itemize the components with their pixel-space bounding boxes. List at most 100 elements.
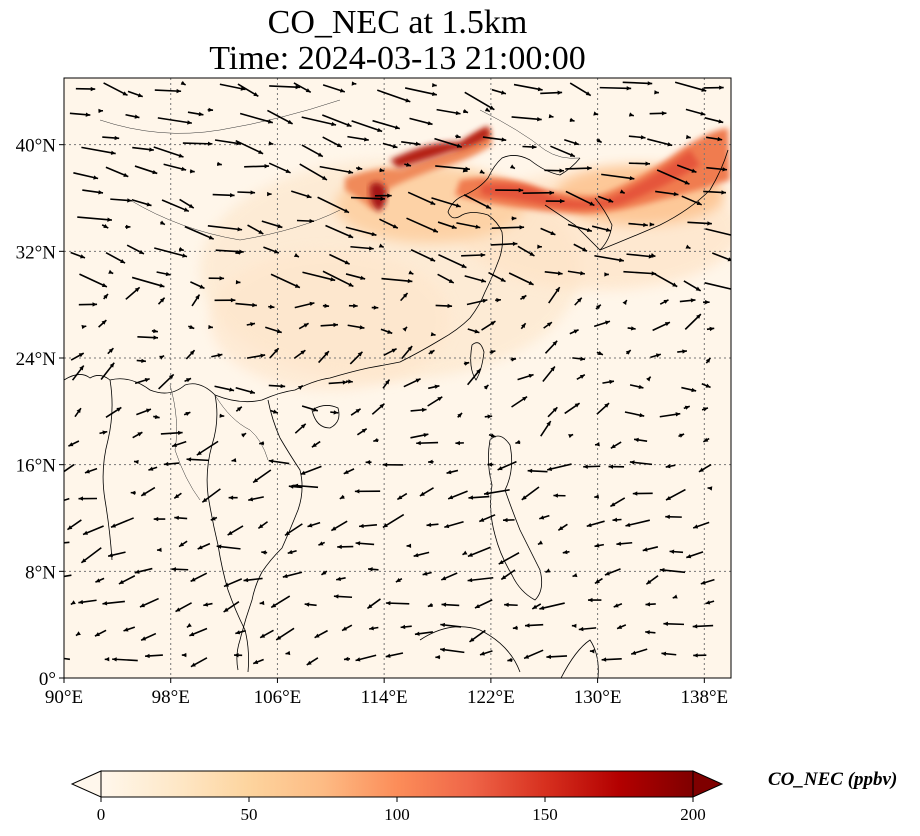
wind-arrow: [568, 433, 574, 439]
wind-arrow: [700, 578, 715, 585]
wind-arrow: [294, 423, 307, 434]
wind-arrow: [190, 657, 208, 668]
wind-arrow: [515, 439, 521, 445]
wind-arrow: [622, 299, 628, 305]
wind-arrow: [223, 601, 240, 613]
wind-arrow: [197, 542, 211, 550]
wind-arrow: [500, 569, 516, 581]
wind-arrow: [235, 386, 256, 394]
latitude-axis: 0° 8°N 16°N 24°N 32°N 40°N: [16, 136, 64, 690]
wind-arrow: [322, 114, 352, 128]
wind-arrow: [409, 117, 433, 126]
mainland-coast: [64, 155, 581, 403]
wind-arrow: [333, 594, 353, 599]
wind-arrow: [374, 193, 392, 198]
wind-arrow: [293, 253, 300, 258]
wind-arrow: [704, 282, 731, 290]
wind-arrow: [182, 141, 213, 146]
wind-arrow: [537, 540, 543, 546]
wind-arrow: [154, 88, 182, 94]
latitude-tick-label: 32°N: [16, 242, 57, 263]
wind-arrow: [131, 199, 152, 207]
wind-arrow: [301, 405, 319, 412]
longitude-tick-label: 98°E: [152, 687, 190, 708]
wind-arrow: [511, 116, 542, 122]
wind-arrow: [596, 350, 604, 356]
wind-arrow: [73, 172, 99, 180]
wind-arrow: [672, 594, 678, 599]
wind-arrow: [215, 249, 244, 254]
wind-arrow: [593, 111, 599, 116]
wind-arrow: [68, 440, 80, 447]
wind-arrow: [706, 326, 715, 332]
wind-arrow: [379, 218, 399, 229]
wind-arrow: [520, 322, 527, 330]
wind-arrow: [482, 136, 507, 142]
wind-arrow: [203, 602, 213, 607]
wind-arrow: [487, 462, 494, 467]
wind-arrow: [337, 544, 354, 550]
wind-arrow: [633, 437, 648, 443]
wind-arrow: [227, 525, 244, 536]
wind-arrow: [676, 164, 697, 173]
border-line: [214, 394, 269, 461]
wind-arrow: [548, 114, 554, 119]
wind-arrow: [681, 195, 703, 206]
wind-arrow: [275, 627, 295, 641]
wind-arrow: [75, 631, 81, 637]
wind-arrow: [159, 355, 165, 360]
wind-arrow: [99, 430, 108, 435]
wind-arrow: [77, 216, 113, 222]
wind-arrow: [522, 190, 555, 195]
wind-arrow: [244, 163, 270, 169]
wind-arrow: [186, 622, 192, 629]
wind-arrow: [410, 407, 427, 413]
wind-arrow: [594, 494, 600, 499]
wind-arrow: [578, 626, 597, 632]
colorbar-gradient: [101, 771, 693, 797]
wind-arrow: [347, 135, 369, 142]
wind-arrow: [156, 271, 171, 277]
wind-arrow: [82, 525, 104, 536]
wind-arrow: [341, 624, 353, 632]
wind-arrow: [435, 303, 453, 309]
wind-arrow: [219, 83, 246, 91]
wind-arrow: [432, 82, 437, 88]
wind-arrow: [677, 349, 687, 354]
wind-arrow: [103, 82, 128, 97]
wind-arrow: [105, 166, 129, 178]
wind-arrow: [495, 297, 502, 303]
wind-arrow: [507, 657, 513, 662]
wind-arrow: [293, 82, 312, 93]
wind-arrow: [268, 141, 274, 146]
colorbar-label: CO_NEC (ppbv): [768, 769, 898, 790]
wind-arrow: [645, 630, 656, 635]
wind-arrow: [383, 347, 397, 357]
wind-arrow: [594, 577, 603, 585]
wind-arrow: [511, 395, 528, 408]
wind-arrow: [302, 271, 336, 282]
wind-arrow: [574, 297, 583, 306]
wind-arrow: [186, 457, 209, 462]
wind-arrow: [294, 301, 315, 309]
wind-arrow: [540, 90, 563, 95]
wind-arrow: [158, 373, 175, 390]
wind-arrow: [190, 281, 205, 290]
wind-arrow: [656, 169, 690, 185]
wind-arrow: [268, 304, 275, 309]
wind-arrow: [517, 245, 535, 257]
wind-arrow: [235, 406, 243, 412]
wind-arrow: [484, 414, 493, 419]
wind-arrow: [270, 409, 279, 414]
wind-arrow: [356, 166, 363, 171]
wind-arrow: [243, 577, 263, 583]
latitude-tick-label: 24°N: [16, 349, 57, 370]
wind-arrow: [547, 406, 558, 418]
wind-arrow: [259, 600, 265, 606]
wind-arrow: [377, 89, 411, 103]
wind-arrow: [211, 353, 223, 358]
wind-arrow: [711, 252, 731, 262]
wind-arrow: [252, 658, 264, 665]
wind-arrow: [659, 299, 669, 305]
wind-arrow: [139, 597, 159, 608]
